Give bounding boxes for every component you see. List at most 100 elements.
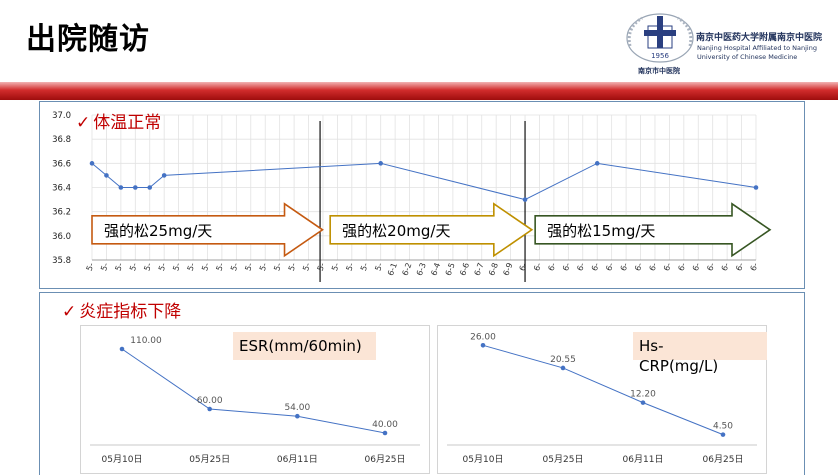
section2-heading: ✓ 炎症指标下降 [62,297,181,322]
temperature-point [89,161,95,166]
esr-x-tick-label: 06月11日 [277,454,318,465]
x-tick-label: 5- [345,262,356,273]
temperature-point [378,161,383,166]
x-tick-label: 5- [171,262,182,273]
x-tick-label: 6- [691,262,702,273]
esr-point [382,430,388,436]
hospital-logo: 1956 [626,13,694,63]
dose-arrow-label: 强的松25mg/天 [104,222,212,240]
x-tick-label: 5- [301,262,312,273]
x-tick-label: 6- [619,262,630,273]
temperature-point [104,173,109,178]
x-tick-label: 5- [229,262,240,273]
logo-name-en-line2: University of Chinese Medicine [697,53,798,61]
crp-x-tick-label: 05月10日 [463,454,504,465]
crp-line [482,344,724,436]
esr-value-label: 60.00 [197,396,223,406]
x-tick-label: 6- [547,262,558,273]
dose-arrow: 强的松20mg/天 [329,202,534,258]
x-tick-label: 6- [604,262,615,273]
crp-value-label: 26.00 [470,332,496,342]
esr-x-tick-label: 05月10日 [102,454,143,465]
esr-point [119,346,125,352]
temperature-point [753,185,759,190]
x-tick-label: 6- [561,262,572,273]
x-tick-label: 5- [215,262,226,273]
svg-text:1956: 1956 [651,52,669,60]
x-tick-label: 6- [518,262,529,273]
esr-point [295,413,300,419]
x-tick-label: 5- [258,262,269,273]
crp-value-label: 4.50 [713,422,733,432]
section1-label: 体温正常 [93,113,162,133]
esr-title-line: ESR(mm/60min) [239,337,362,355]
x-tick-label: 6-3 [415,262,428,277]
x-tick-label: 6- [575,262,586,273]
y-tick-label: 36.6 [52,159,71,169]
dose-arrow-shape [534,202,772,258]
y-tick-label: 35.8 [52,256,71,266]
crp-title-line: Hs- [639,337,664,355]
x-tick-label: 6-7 [473,262,486,277]
logo-name-cn: 南京中医药大学附属南京中医院 [696,33,823,43]
slide-title: 出院随访 [26,22,150,57]
temperature-line [91,162,757,201]
x-tick-label: 6-9 [502,262,515,277]
y-tick-label: 36.0 [52,232,71,242]
check-icon: ✓ [76,113,91,133]
x-tick-label: 5- [85,262,96,273]
x-tick-label: 6-4 [429,262,442,277]
x-tick-label: 5- [243,262,254,273]
temperature-panel [39,101,805,289]
x-tick-label: 6- [532,262,543,273]
x-tick-label: 5- [186,262,197,273]
temperature-point [594,161,600,166]
dose-arrow: 强的松25mg/天 [91,202,324,258]
logo-name-en-line1: Nanjing Hospital Affiliated to Nanjing [697,44,817,52]
y-tick-label: 37.0 [52,111,71,121]
x-tick-label: 6-6 [458,262,471,277]
x-tick-label: 5- [316,262,327,273]
crp-point [480,343,486,348]
esr-value-label: 40.00 [372,420,398,430]
dose-arrow-shape [91,202,324,258]
x-tick-label: 6-2 [401,262,414,277]
temperature-point [147,185,153,190]
crp-point [720,432,726,437]
crp-title-box [633,332,767,360]
x-tick-label: 6-8 [487,262,500,277]
x-tick-label: 6- [720,262,731,273]
x-tick-label: 5- [373,262,384,273]
y-tick-label: 36.4 [52,184,71,194]
x-tick-label: 5- [330,262,341,273]
temperature-point [118,185,124,190]
crp-value-label: 20.55 [550,355,576,365]
temperature-point [522,197,528,202]
dose-arrow-label: 强的松15mg/天 [547,222,655,240]
crp-title-line: CRP(mg/L) [639,357,718,375]
crp-x-tick-label: 06月25日 [703,454,744,465]
x-tick-label: 6- [662,262,673,273]
esr-x-tick-label: 06月25日 [365,454,406,465]
crp-x-tick-label: 05月25日 [543,454,584,465]
x-tick-label: 6-5 [444,262,457,277]
esr-x-tick-label: 05月25日 [189,454,230,465]
hospital-emblem-icon: 1956 [626,13,694,63]
x-tick-label: 5- [272,262,283,273]
temperature-point [133,185,138,190]
x-tick-label: 5- [157,262,168,273]
x-tick-label: 6- [633,262,644,273]
x-tick-label: 6- [734,262,745,273]
x-tick-label: 5- [359,262,370,273]
esr-value-label: 54.00 [284,403,310,413]
temperature-chart: 35.836.036.236.436.636.837.05- 5- 5- 5- 5- 5-… [52,111,772,282]
dose-arrow-shape [329,202,534,258]
x-tick-label: 5- [99,262,110,273]
x-tick-label: 6- [648,262,659,273]
dose-arrow: 强的松15mg/天 [534,202,772,258]
esr-title-box [233,332,376,360]
x-tick-label: 6-1 [386,262,399,277]
y-tick-label: 36.2 [52,208,71,218]
esr-line [121,348,386,434]
section2-label: 炎症指标下降 [79,302,182,322]
